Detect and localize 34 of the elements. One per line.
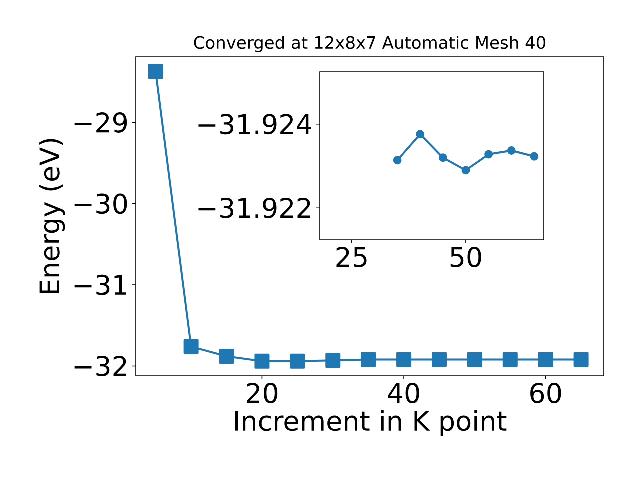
point [361, 352, 376, 368]
x-tick-label: 50 [450, 247, 482, 268]
x-tick-label: 60 [530, 383, 562, 404]
point [393, 156, 402, 165]
point [467, 352, 482, 368]
y-tick-label: −32 [74, 356, 126, 376]
point [502, 352, 518, 368]
y-tick-label: −31.924 [198, 114, 312, 135]
point [484, 150, 493, 159]
chart-title: Converged at 12x8x7 Automatic Mesh 40 [194, 36, 546, 52]
point [148, 64, 164, 80]
point [396, 352, 412, 368]
y-tick-label: −31.922 [198, 198, 310, 218]
point [538, 352, 554, 368]
x-tick-label: 25 [336, 247, 367, 268]
point [432, 352, 447, 368]
y-axis-title: Energy (eV) [39, 139, 66, 294]
x-axis-title: Increment in K point [235, 410, 507, 436]
point [530, 152, 539, 161]
point [462, 166, 470, 175]
y-tick-label: −30 [74, 194, 128, 214]
point [326, 353, 341, 368]
point [254, 354, 270, 369]
y-tick-label: −29 [74, 112, 128, 133]
point [290, 354, 306, 369]
y-tick-label: −31 [74, 274, 126, 296]
point [184, 339, 199, 354]
x-tick-label: 20 [247, 383, 278, 404]
point [507, 146, 516, 155]
x-tick-label: 40 [388, 383, 420, 404]
point [416, 130, 425, 139]
point [438, 154, 448, 162]
point [574, 352, 589, 368]
point [219, 349, 234, 364]
